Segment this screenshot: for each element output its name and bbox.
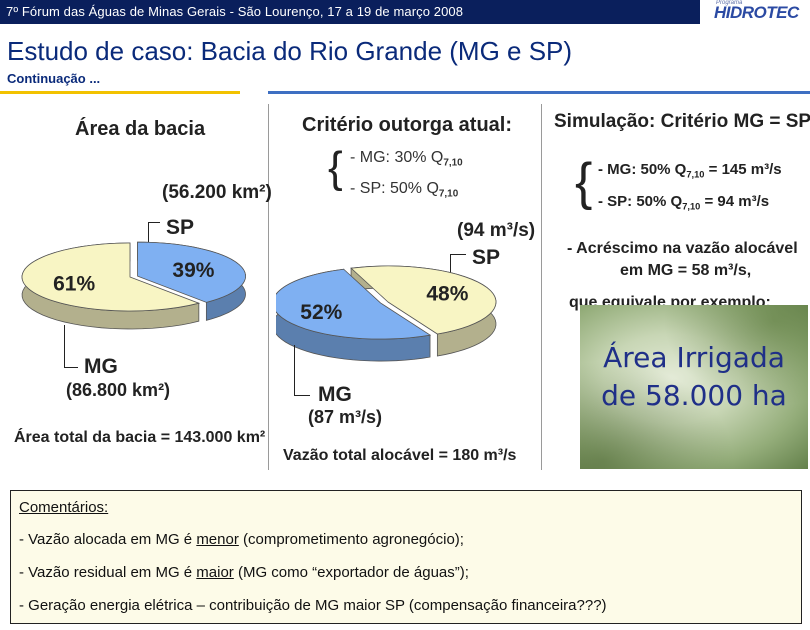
sp-area-leader-h: [148, 222, 160, 223]
pie-slice-mg: 48%: [350, 265, 497, 357]
comments-box: Comentários: - Vazão alocada em MG é men…: [10, 490, 802, 624]
event-title: 7º Fórum das Águas de Minas Gerais - São…: [6, 4, 464, 19]
divider-blue: [268, 91, 810, 94]
mg-rule-current: - MG: 30% Q7,10: [350, 149, 463, 169]
hidrotec-logo: Programa HIDROTEC: [700, 0, 810, 24]
comment-emphasis-menor: menor: [196, 531, 239, 548]
pie-slice-top: [350, 265, 497, 335]
page-subtitle: Continuação ...: [7, 71, 101, 86]
pie-slice-top: [21, 242, 201, 312]
sp-label-current: SP: [472, 246, 501, 269]
pie-slice-mg: 61%: [21, 242, 201, 330]
pie-slice-top: [276, 268, 432, 340]
pie-slice-sp: 52%: [276, 268, 432, 362]
irrigated-area-line-1: Área Irrigada: [603, 341, 785, 374]
total-area: Área total da bacia = 143.000 km²: [14, 429, 266, 446]
sp-rule-current: - SP: 50% Q7,10: [350, 180, 459, 200]
mg-label-area: MG: [84, 355, 118, 378]
mg-rule-sim: - MG: 50% Q7,10 = 145 m³/s: [598, 161, 782, 180]
sp-label-area: SP: [166, 216, 195, 239]
mg-flow-leader: [294, 345, 295, 395]
sp-flow-leader-h: [450, 254, 466, 255]
area-heading: Área da bacia: [75, 118, 206, 140]
mg-area-leader-h: [64, 367, 78, 368]
pie-label-mg: 48%: [426, 283, 468, 306]
photo-texture: [580, 305, 808, 469]
irrigated-area-line-2: de 58.000 ha: [601, 379, 787, 412]
sp-area-label: (56.200 km²): [162, 182, 272, 203]
sp-area-leader: [148, 222, 149, 244]
current-criterion-bracket: {: [328, 143, 343, 192]
logo-program-text: Programa: [716, 0, 743, 6]
comments-heading: Comentários:: [19, 499, 109, 516]
comment-emphasis-maior: maior: [196, 564, 234, 581]
area-pie-chart: 39% 61%: [21, 241, 246, 330]
pie-label-sp: 39%: [172, 259, 214, 282]
irrigated-area-image: Área Irrigada de 58.000 ha: [580, 305, 808, 469]
sp-flow-label: (94 m³/s): [457, 220, 536, 241]
divider-yellow: [0, 91, 240, 94]
comment-line-3: - Geração energia elétrica – contribuiçã…: [19, 597, 607, 614]
current-criterion-heading: Critério outorga atual:: [302, 114, 513, 136]
mg-label-current: MG: [318, 383, 352, 406]
sp-flow-leader: [450, 254, 451, 276]
pie-label-mg: 61%: [53, 273, 95, 296]
logo-name: HIDROTEC: [714, 3, 799, 22]
increase-line-1: - Acréscimo na vazão alocável: [567, 240, 798, 257]
pie-slice-sp: 39%: [137, 241, 246, 321]
simulation-heading: Simulação: Critério MG = SP: [554, 111, 810, 132]
simulation-bracket: {: [575, 153, 593, 211]
mg-flow-label: (87 m³/s): [308, 407, 383, 427]
mg-flow-leader-h: [294, 395, 310, 396]
sp-rule-sim: - SP: 50% Q7,10 = 94 m³/s: [598, 193, 770, 212]
pie-slice-top: [137, 241, 246, 303]
current-pie-chart: 48% 52%: [276, 265, 497, 362]
comment-line-1: - Vazão alocada em MG é menor (compromet…: [19, 531, 464, 548]
comment-line-2: - Vazão residual em MG é maior (MG como …: [19, 564, 469, 581]
column-divider-1: [268, 104, 269, 470]
column-divider-2: [541, 104, 542, 470]
page-title: Estudo de caso: Bacia do Rio Grande (MG …: [7, 36, 573, 66]
increase-line-2: em MG = 58 m³/s,: [620, 262, 752, 279]
pie-label-sp: 52%: [300, 301, 342, 324]
header-bar: 7º Fórum das Águas de Minas Gerais - São…: [0, 0, 810, 24]
total-flow: Vazão total alocável = 180 m³/s: [283, 447, 517, 464]
mg-area-leader: [64, 325, 65, 367]
mg-area-label: (86.800 km²): [66, 380, 171, 400]
